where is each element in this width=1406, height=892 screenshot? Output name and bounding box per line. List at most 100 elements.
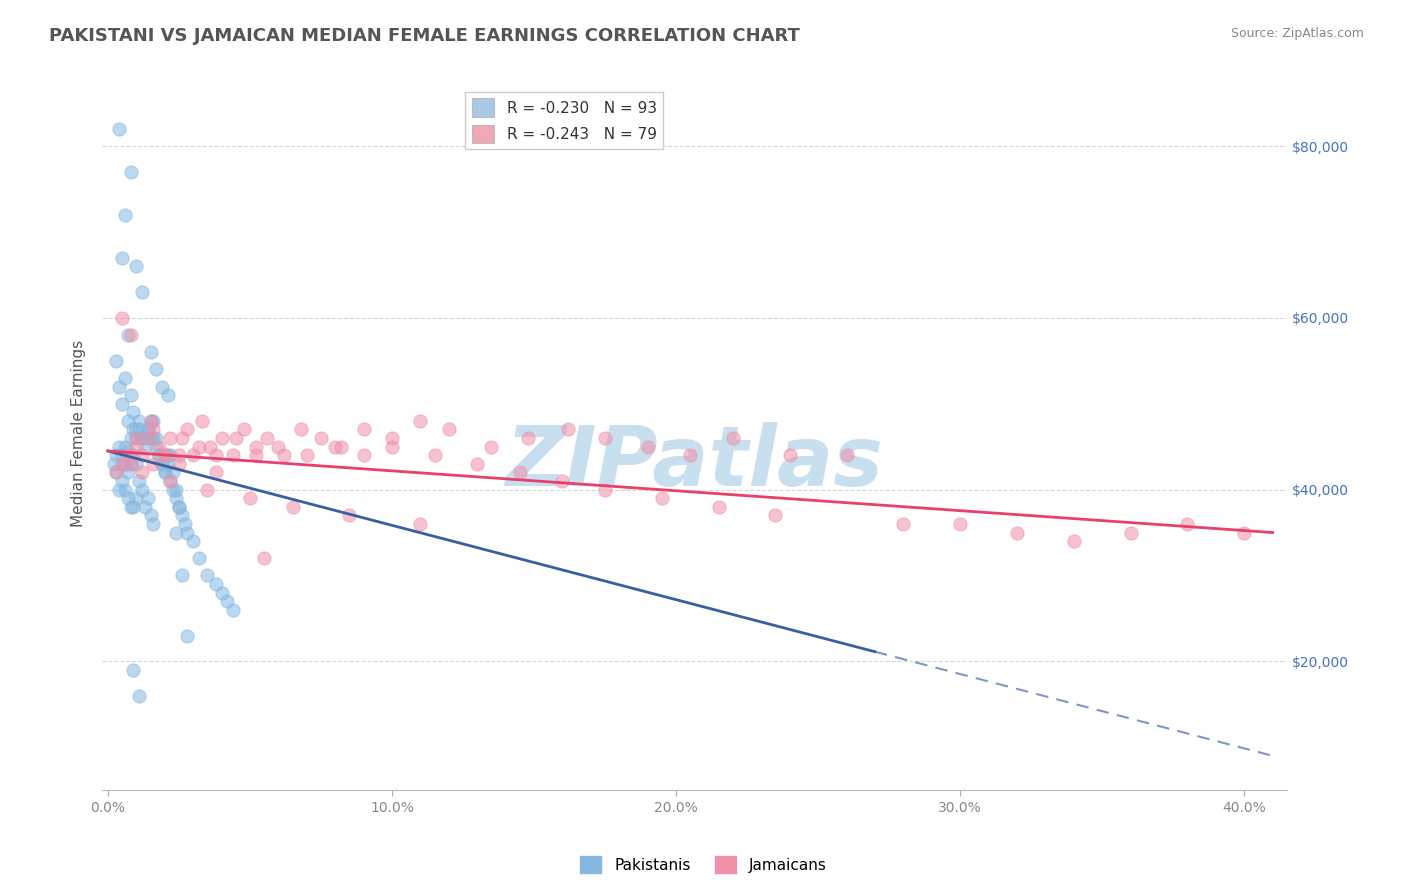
Point [131, 483, 153, 497]
Point [465, 457, 488, 471]
Point [114, 440, 136, 454]
Point [111, 457, 134, 471]
Point [142, 516, 165, 531]
Point [142, 423, 165, 437]
Point [381, 431, 404, 445]
Point [170, 568, 193, 582]
Point [111, 448, 134, 462]
Point [239, 491, 262, 506]
Point [114, 208, 136, 222]
Point [949, 516, 972, 531]
Point [125, 423, 148, 437]
Point [281, 500, 304, 514]
Point [105, 448, 128, 462]
Point [205, 466, 228, 480]
Point [142, 414, 165, 428]
Point [181, 534, 204, 549]
Point [176, 629, 198, 643]
Point [205, 448, 228, 462]
Point [170, 431, 193, 445]
Point [139, 431, 162, 445]
Point [136, 423, 159, 437]
Point [167, 500, 190, 514]
Point [256, 431, 278, 445]
Point [329, 440, 352, 454]
Point [108, 440, 131, 454]
Point [1063, 534, 1085, 549]
Point [891, 516, 914, 531]
Point [103, 457, 125, 471]
Point [108, 122, 131, 136]
Point [111, 457, 134, 471]
Point [225, 431, 247, 445]
Point [111, 251, 134, 265]
Point [111, 474, 134, 488]
Point [120, 431, 142, 445]
Point [176, 423, 198, 437]
Point [148, 448, 170, 462]
Point [117, 466, 139, 480]
Point [481, 440, 503, 454]
Point [381, 440, 404, 454]
Point [120, 500, 142, 514]
Text: Source: ZipAtlas.com: Source: ZipAtlas.com [1230, 27, 1364, 40]
Point [159, 431, 181, 445]
Point [150, 379, 173, 393]
Point [190, 414, 212, 428]
Point [211, 431, 233, 445]
Point [323, 440, 346, 454]
Point [290, 423, 312, 437]
Point [117, 328, 139, 343]
Point [120, 457, 142, 471]
Point [187, 440, 209, 454]
Point [128, 423, 150, 437]
Point [637, 440, 659, 454]
Point [245, 448, 267, 462]
Point [105, 466, 128, 480]
Point [117, 448, 139, 462]
Point [1177, 516, 1199, 531]
Point [122, 423, 145, 437]
Point [131, 285, 153, 299]
Point [593, 483, 616, 497]
Point [120, 328, 142, 343]
Point [295, 448, 318, 462]
Legend: Pakistanis, Jamaicans: Pakistanis, Jamaicans [574, 849, 832, 880]
Point [114, 483, 136, 497]
Point [122, 663, 145, 677]
Point [551, 474, 574, 488]
Point [120, 457, 142, 471]
Point [117, 414, 139, 428]
Point [409, 516, 432, 531]
Legend: R = -0.230   N = 93, R = -0.243   N = 79: R = -0.230 N = 93, R = -0.243 N = 79 [465, 92, 664, 149]
Point [136, 491, 159, 506]
Point [679, 448, 702, 462]
Point [131, 431, 153, 445]
Point [181, 448, 204, 462]
Point [309, 431, 332, 445]
Point [156, 457, 179, 471]
Point [125, 440, 148, 454]
Point [156, 448, 179, 462]
Point [145, 362, 167, 376]
Point [111, 310, 134, 325]
Point [122, 405, 145, 419]
Point [111, 397, 134, 411]
Point [128, 474, 150, 488]
Text: ZIPatlas: ZIPatlas [506, 422, 883, 503]
Point [557, 423, 579, 437]
Point [128, 689, 150, 703]
Point [211, 585, 233, 599]
Point [150, 457, 173, 471]
Point [337, 508, 360, 523]
Point [145, 431, 167, 445]
Point [176, 525, 198, 540]
Point [122, 500, 145, 514]
Point [159, 448, 181, 462]
Point [134, 431, 156, 445]
Point [153, 466, 176, 480]
Point [105, 353, 128, 368]
Point [1119, 525, 1142, 540]
Point [131, 431, 153, 445]
Point [108, 379, 131, 393]
